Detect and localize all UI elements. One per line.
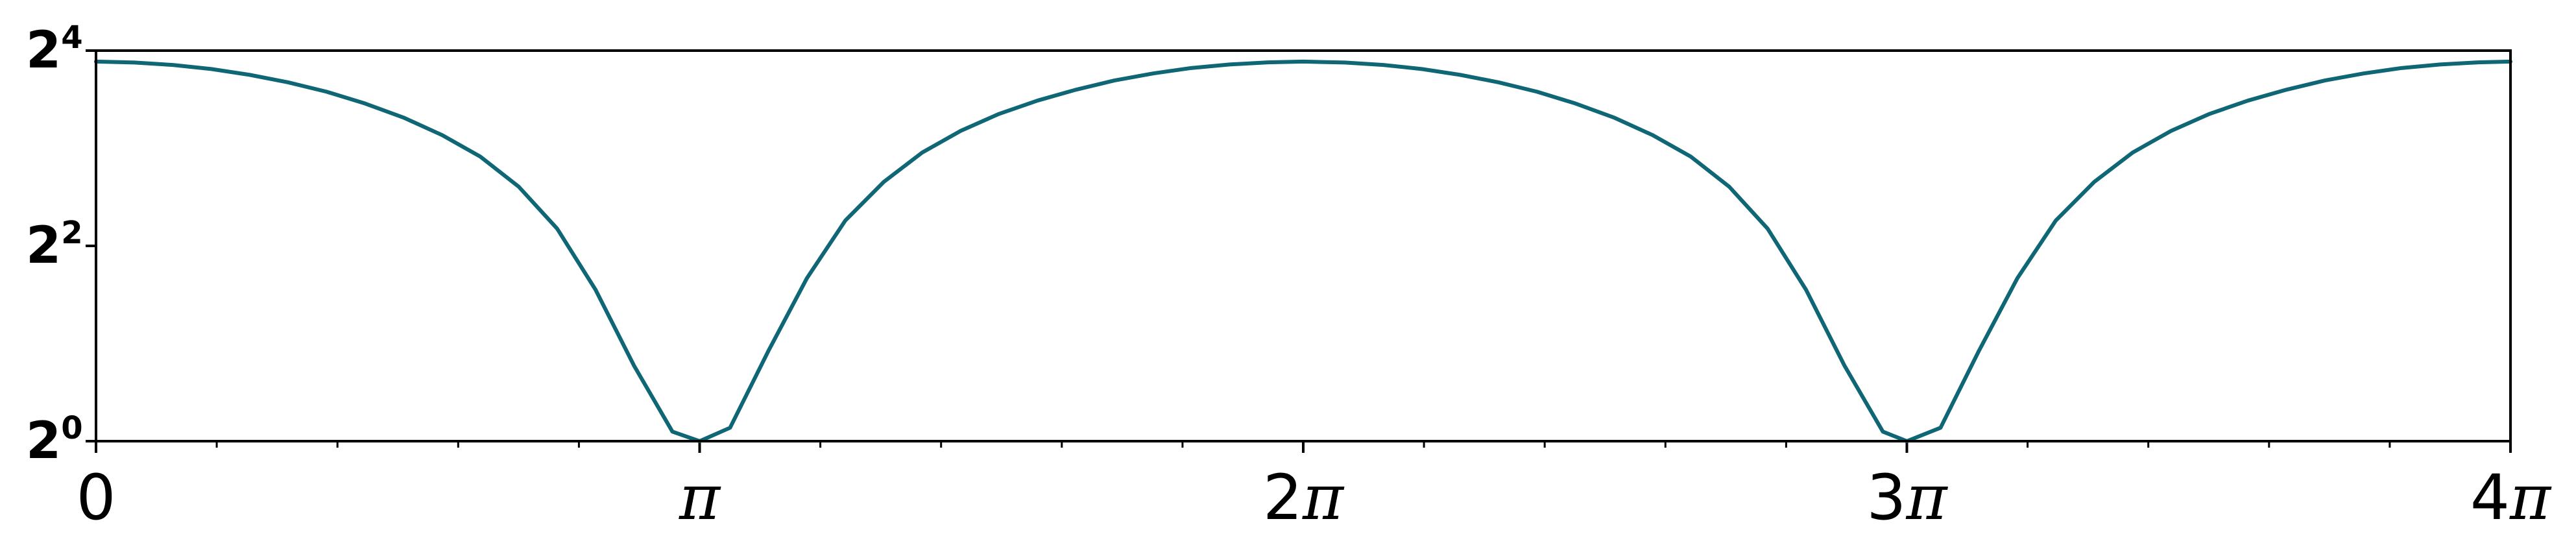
y-tick-label-exponent: 0	[61, 410, 82, 446]
x-tick-label-pi: π	[2509, 461, 2552, 534]
y-tick-label: 22	[26, 215, 83, 275]
plot-frame	[95, 49, 2512, 442]
x-axis: 0 π 2π 3π 4π	[76, 441, 2552, 534]
x-tick-label-pi: π	[679, 461, 721, 534]
x-tick-label-pi: π	[1302, 461, 1345, 534]
x-tick-label: 4π	[2470, 461, 2552, 534]
y-tick-label-base: 2	[26, 217, 61, 275]
y-tick-label-base: 2	[26, 412, 61, 470]
y-tick-label-exponent: 2	[61, 215, 82, 251]
x-tick-label-coefficient: 4	[2470, 461, 2510, 534]
x-tick-label: 3π	[1866, 461, 1948, 534]
x-tick-label: 0	[76, 461, 115, 534]
series-layer	[94, 59, 2513, 443]
y-tick-label-base: 2	[26, 21, 61, 80]
y-tick-label-exponent: 4	[61, 19, 82, 56]
x-tick-label-pi: π	[1905, 461, 1948, 534]
x-tick-label-coefficient: 0	[76, 461, 115, 534]
x-tick-label-coefficient: 2	[1263, 461, 1303, 534]
x-tick-label-coefficient: 3	[1866, 461, 1906, 534]
y-tick-label: 20	[26, 410, 83, 470]
y-tick-label: 24	[26, 19, 83, 80]
series-line	[94, 59, 2513, 443]
x-tick-label: 2π	[1263, 461, 1345, 534]
x-tick-label: π	[679, 461, 721, 534]
